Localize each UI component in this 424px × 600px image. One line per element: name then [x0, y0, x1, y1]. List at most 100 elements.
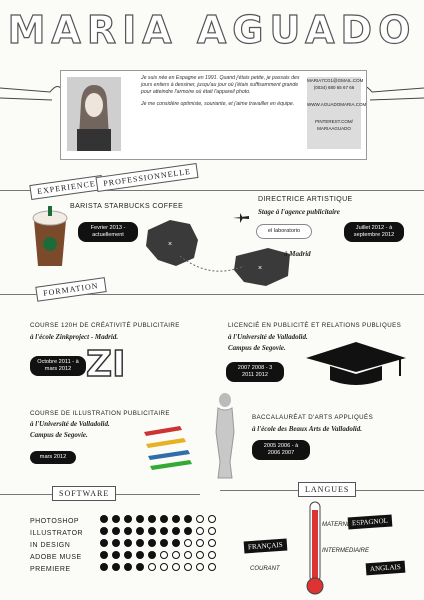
skill-dot-filled	[124, 515, 132, 523]
skill-dot-filled	[112, 539, 120, 547]
skill-dot-filled	[160, 539, 168, 547]
skill-dot-filled	[172, 515, 180, 523]
skill-dot-filled	[148, 551, 156, 559]
skill-dot-filled	[100, 563, 108, 571]
skill-dot-empty	[196, 563, 204, 571]
contact-box: MARIA7CG1@GMAIL.COM (0034) 680 65 67 66 …	[307, 77, 367, 149]
course2-title: COURSE DE ILLUSTRATION PUBLICITAIRE	[30, 410, 170, 417]
skill-dot-empty	[208, 539, 216, 547]
software-name: PREMIERE	[30, 566, 71, 573]
skill-dot-empty	[208, 563, 216, 571]
thermometer-icon	[306, 501, 324, 595]
job2-place: à Madrid	[284, 250, 311, 258]
bio-text: Je suis née en Espagne en 1991. Quand j'…	[141, 75, 301, 108]
job2-dates-badge: Juillet 2012 - à septembre 2012	[344, 222, 404, 242]
degree-title: LICENCIÉ EN PUBLICITÉ ET RELATIONS PUBLI…	[228, 322, 402, 329]
bio-paragraph-1: Je suis née en Espagne en 1991. Quand j'…	[141, 75, 300, 95]
bio-paragraph-2: Je me considère optimiste, souriante, et…	[141, 101, 295, 107]
bac-dates-badge: 2005 2006 - à 2006 2007	[252, 440, 310, 460]
skill-dot-empty	[172, 563, 180, 571]
skill-dot-filled	[100, 515, 108, 523]
job2-title: DIRECTRICE ARTISTIQUE	[258, 196, 353, 203]
zi-logo: ZI	[85, 343, 126, 386]
bac-title: BACCALAURÉAT D'ARTS APPLIQUÉS	[252, 414, 374, 421]
experience-tag-2: PROFESSIONNELLE	[95, 162, 199, 193]
bio-card: Je suis née en Espagne en 1991. Quand j'…	[60, 70, 367, 160]
skill-dot-filled	[124, 539, 132, 547]
bac-school: à l'école des Beaux Arts de Valladolid.	[252, 425, 362, 433]
skill-dot-empty	[160, 563, 168, 571]
skill-dot-filled	[112, 563, 120, 571]
skill-dot-empty	[196, 527, 204, 535]
svg-text:×: ×	[258, 265, 262, 272]
contact-email[interactable]: MARIA7CG1@GMAIL.COM	[307, 78, 364, 83]
skill-dot-filled	[100, 527, 108, 535]
software-row: ILLUSTRATOR	[30, 522, 220, 537]
graduation-cap-icon	[306, 342, 406, 385]
skill-dots	[100, 522, 220, 539]
skill-dot-filled	[148, 515, 156, 523]
skill-dot-filled	[136, 515, 144, 523]
skill-dot-filled	[136, 551, 144, 559]
course1-school: à l'école Zinkproject - Madrid.	[30, 333, 119, 341]
course1-dates-badge: Octobre 2011 - à mars 2012	[30, 356, 86, 376]
contact-pinterest-user[interactable]: MARIAAGUADO	[317, 126, 351, 131]
skill-dot-empty	[148, 563, 156, 571]
divider	[0, 190, 424, 191]
software-row: ADOBE MUSE	[30, 546, 220, 561]
page-title: MARIA AGUADO	[7, 7, 417, 52]
skill-dot-filled	[172, 539, 180, 547]
skill-dot-empty	[208, 515, 216, 523]
software-list: PHOTOSHOP ILLUSTRATOR IN DESIGN ADOBE MUSE P…	[30, 510, 220, 573]
degree-school: à l'Université de Valladolid.	[228, 333, 308, 341]
software-row: IN DESIGN	[30, 534, 220, 549]
skill-dot-filled	[184, 527, 192, 535]
divider	[0, 294, 424, 295]
languages-tag: LANGUES	[298, 482, 357, 497]
airplane-icon	[233, 213, 249, 223]
skill-dot-filled	[148, 527, 156, 535]
formation-tag: FORMATION	[35, 277, 107, 302]
skill-dot-empty	[184, 563, 192, 571]
software-name: ILLUSTRATOR	[30, 530, 84, 537]
experience-tag: EXPERIENCE	[29, 175, 104, 200]
statue-illustration	[215, 393, 235, 479]
skill-dot-filled	[136, 563, 144, 571]
course2-dates-badge: mars 2012	[30, 451, 76, 464]
skill-dot-filled	[136, 539, 144, 547]
software-tag: SOFTWARE	[52, 486, 117, 501]
skill-dot-filled	[112, 551, 120, 559]
skill-dot-filled	[172, 527, 180, 535]
contact-website[interactable]: WWW.AGUADOMARIA.COM	[307, 102, 367, 107]
skill-dot-filled	[124, 563, 132, 571]
skill-dot-empty	[208, 527, 216, 535]
profile-photo	[67, 77, 121, 151]
skill-dot-empty	[208, 551, 216, 559]
skill-dots	[100, 510, 220, 527]
skill-dot-empty	[172, 551, 180, 559]
job2-agency: el laboratorio	[256, 224, 312, 239]
software-row: PREMIERE	[30, 558, 220, 573]
degree-dates-badge: 2007 2008 - 3 2011 2012	[226, 362, 284, 382]
level-courant: COURANT	[250, 566, 280, 572]
coffee-cup-icon	[32, 206, 68, 266]
skill-dot-filled	[124, 527, 132, 535]
course2-school: à l'Université de Valladolid.	[30, 420, 110, 428]
lang-anglais: ANGLAIS	[365, 560, 406, 576]
skill-dot-filled	[100, 551, 108, 559]
skill-dot-filled	[100, 539, 108, 547]
maps-illustration: × ×	[146, 220, 290, 286]
skill-dot-filled	[184, 515, 192, 523]
skill-dot-empty	[196, 551, 204, 559]
skill-dots	[100, 546, 220, 563]
skill-dots	[100, 558, 220, 575]
skill-dot-filled	[160, 515, 168, 523]
skill-dot-filled	[148, 539, 156, 547]
skill-dot-empty	[196, 515, 204, 523]
skill-dot-filled	[112, 527, 120, 535]
level-intermediaire: INTERMEDIAIRE	[322, 548, 370, 554]
job1-title: BARISTA STARBUCKS COFFEE	[70, 203, 184, 210]
skill-dot-empty	[160, 551, 168, 559]
contact-pinterest[interactable]: PINTEREST.COM/	[315, 119, 353, 124]
